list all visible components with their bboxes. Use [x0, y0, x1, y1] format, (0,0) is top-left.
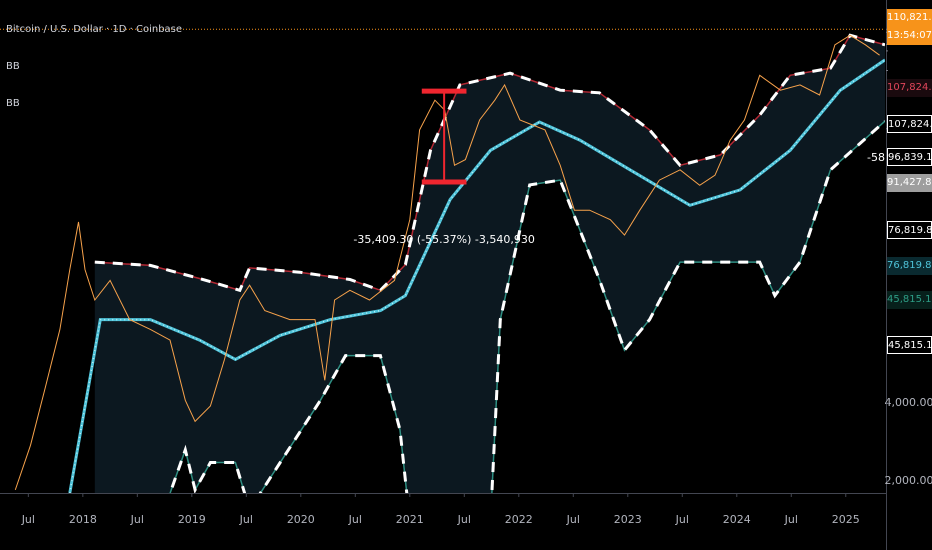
- axes: Jul 2018 Jul 2019 Jul 2020 Jul 2021 Jul 2022 Jul 20…: [21, 28, 932, 526]
- price-badge: 107,824.50: [887, 115, 932, 133]
- x-tick-label: 2022: [505, 513, 533, 526]
- upper-band-dash: [94, 33, 885, 293]
- x-tick-label: Jul: [348, 513, 362, 526]
- x-tick-label: Jul: [130, 513, 144, 526]
- plot-area: -35,409.30 (-55.37%) -3,540,930 -58,: [0, 28, 888, 493]
- x-tick-label: Jul: [457, 513, 471, 526]
- basis-line: [68, 58, 885, 493]
- indicator-label: BB: [6, 61, 20, 72]
- x-tick-label: 2023: [614, 513, 642, 526]
- price-badge: 76,819.84: [887, 221, 932, 239]
- measure-label: -35,409.30 (-55.37%) -3,540,930: [353, 233, 534, 246]
- x-tick-label: Jul: [675, 513, 689, 526]
- x-tick-label: Jul: [566, 513, 580, 526]
- price-badge: 91,427.83: [887, 174, 932, 192]
- price-badge: 76,819.84: [887, 257, 932, 275]
- indicator-label: BB: [6, 98, 20, 109]
- price-badge: 96,839.17: [887, 148, 932, 166]
- x-tick-label: 2020: [287, 513, 315, 526]
- x-tick-label: Jul: [239, 513, 253, 526]
- countdown: 13:54:07: [887, 27, 932, 45]
- x-tick-label: 2019: [178, 513, 206, 526]
- x-tick-label: Jul: [784, 513, 798, 526]
- x-tick-label: Jul: [21, 513, 35, 526]
- lower-band-dash: [168, 119, 885, 493]
- price-badge: 45,815.18: [887, 336, 932, 354]
- band-cutout: [170, 121, 885, 493]
- x-tick-label: 2018: [69, 513, 97, 526]
- price-line: [14, 34, 880, 491]
- cut-label: -58,: [867, 151, 888, 164]
- x-tick-label: 2024: [723, 513, 751, 526]
- y-tick-label: 2,000.00: [885, 474, 932, 487]
- price-badge: 107,824.50: [887, 79, 932, 97]
- price-badge: 45,815.18: [887, 291, 932, 309]
- y-tick-label: 4,000.00: [885, 396, 932, 409]
- x-tick-label: 2025: [832, 513, 860, 526]
- chart-title: Bitcoin / U.S. Dollar · 1D · Coinbase: [6, 24, 183, 35]
- x-tick-label: 2021: [396, 513, 424, 526]
- price-badge: 110,821.65: [887, 9, 932, 27]
